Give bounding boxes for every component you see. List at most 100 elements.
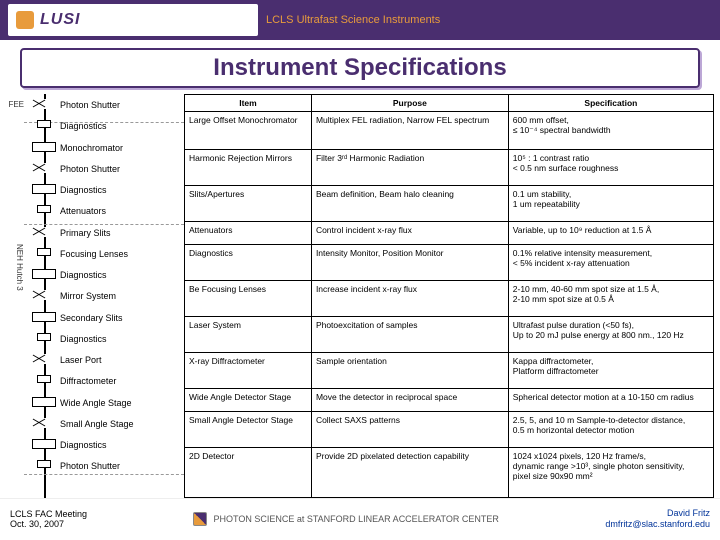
table-row: Small Angle Detector StageCollect SAXS p…: [185, 412, 714, 448]
content-area: FEE NEH Hutch 3 Photon Shutter Diagnostic…: [0, 94, 720, 498]
component-symbol-icon: [32, 312, 56, 322]
component-symbol-icon: [32, 397, 56, 407]
table-cell: Photoexcitation of samples: [311, 317, 508, 353]
table-row: DiagnosticsIntensity Monitor, Position M…: [185, 244, 714, 280]
component-symbol-icon: [37, 333, 51, 341]
page-title: Instrument Specifications: [22, 54, 698, 82]
table-row: X-ray DiffractometerSample orientationKa…: [185, 353, 714, 389]
spec-table: Item Purpose Specification Large Offset …: [184, 94, 714, 498]
component-label: Diagnostics: [60, 440, 107, 450]
component-label: Photon Shutter: [60, 100, 120, 110]
component-symbol-icon: [37, 460, 51, 468]
table-cell: Laser System: [185, 317, 312, 353]
table-cell: Move the detector in reciprocal space: [311, 389, 508, 412]
rail-fee-label: FEE: [8, 100, 24, 109]
component-label: Attenuators: [60, 206, 106, 216]
table-cell: 1024 x1024 pixels, 120 Hz frame/s, dynam…: [508, 448, 713, 498]
table-cell: Filter 3ʳᵈ Harmonic Radiation: [311, 149, 508, 185]
col-purpose: Purpose: [311, 95, 508, 112]
footer-center-text: PHOTON SCIENCE at STANFORD LINEAR ACCELE…: [213, 514, 498, 524]
component-symbol-icon: [32, 354, 56, 364]
component-symbol-icon: [32, 418, 56, 428]
table-cell: 2.5, 5, and 10 m Sample-to-detector dist…: [508, 412, 713, 448]
table-cell: 10⁵ : 1 contrast ratio < 0.5 nm surface …: [508, 149, 713, 185]
component-symbol-icon: [32, 290, 56, 300]
dash-line: [24, 474, 184, 475]
component-label: Primary Slits: [60, 228, 111, 238]
component-label: Photon Shutter: [60, 461, 120, 471]
component-label: Focusing Lenses: [60, 249, 128, 259]
table-row: Wide Angle Detector StageMove the detect…: [185, 389, 714, 412]
component-label: Laser Port: [60, 355, 102, 365]
table-cell: Ultrafast pulse duration (<50 fs), Up to…: [508, 317, 713, 353]
component-symbol-icon: [37, 248, 51, 256]
component-symbol-icon: [32, 142, 56, 152]
table-cell: Multiplex FEL radiation, Narrow FEL spec…: [311, 112, 508, 150]
footer-left: LCLS FAC Meeting Oct. 30, 2007: [10, 509, 87, 529]
table-cell: 0.1 um stability, 1 um repeatability: [508, 185, 713, 221]
table-row: Slits/AperturesBeam definition, Beam hal…: [185, 185, 714, 221]
component-symbol-icon: [32, 184, 56, 194]
table-cell: Beam definition, Beam halo cleaning: [311, 185, 508, 221]
component-symbol-icon: [32, 269, 56, 279]
table-cell: Wide Angle Detector Stage: [185, 389, 312, 412]
component-label: Diagnostics: [60, 334, 107, 344]
table-cell: Increase incident x-ray flux: [311, 280, 508, 316]
table-cell: Provide 2D pixelated detection capabilit…: [311, 448, 508, 498]
table-cell: Collect SAXS patterns: [311, 412, 508, 448]
logo-text: LUSI: [40, 11, 80, 29]
component-label: Diagnostics: [60, 121, 107, 131]
table-cell: 0.1% relative intensity measurement, < 5…: [508, 244, 713, 280]
title-box: Instrument Specifications: [20, 48, 700, 88]
table-cell: Large Offset Monochromator: [185, 112, 312, 150]
table-cell: Control incident x-ray flux: [311, 221, 508, 244]
table-body: Large Offset MonochromatorMultiplex FEL …: [185, 112, 714, 498]
table-row: Large Offset MonochromatorMultiplex FEL …: [185, 112, 714, 150]
component-symbol-icon: [32, 439, 56, 449]
component-label: Diagnostics: [60, 185, 107, 195]
component-label: Monochromator: [60, 143, 123, 153]
component-symbol-icon: [32, 163, 56, 173]
logo-band: LUSI: [8, 4, 258, 36]
table-cell: Harmonic Rejection Mirrors: [185, 149, 312, 185]
table-cell: Small Angle Detector Stage: [185, 412, 312, 448]
table-row: Laser SystemPhotoexcitation of samplesUl…: [185, 317, 714, 353]
table-cell: Kappa diffractometer, Platform diffracto…: [508, 353, 713, 389]
component-label: Diagnostics: [60, 270, 107, 280]
component-symbol-icon: [37, 205, 51, 213]
table-cell: Diagnostics: [185, 244, 312, 280]
header-bar: LUSI LCLS Ultrafast Science Instruments: [0, 0, 720, 40]
footer-email: dmfritz@slac.stanford.edu: [605, 519, 710, 530]
component-label: Small Angle Stage: [60, 419, 134, 429]
table-cell: Intensity Monitor, Position Monitor: [311, 244, 508, 280]
footer-center: PHOTON SCIENCE at STANFORD LINEAR ACCELE…: [193, 512, 498, 526]
table-row: 2D DetectorProvide 2D pixelated detectio…: [185, 448, 714, 498]
footer-author: David Fritz: [605, 508, 710, 519]
footer-meeting: LCLS FAC Meeting: [10, 509, 87, 519]
dash-line: [24, 224, 184, 225]
rail-neh-label: NEH Hutch 3: [15, 244, 24, 291]
header-subtitle: LCLS Ultrafast Science Instruments: [266, 14, 440, 26]
table-cell: Variable, up to 10⁹ reduction at 1.5 Å: [508, 221, 713, 244]
table-row: Harmonic Rejection MirrorsFilter 3ʳᵈ Har…: [185, 149, 714, 185]
table-cell: Attenuators: [185, 221, 312, 244]
beamline-diagram: Photon Shutter Diagnostics Monochromator Ph…: [24, 94, 184, 498]
component-symbol-icon: [37, 120, 51, 128]
table-cell: Sample orientation: [311, 353, 508, 389]
table-cell: Slits/Apertures: [185, 185, 312, 221]
component-label: Photon Shutter: [60, 164, 120, 174]
component-label: Diffractometer: [60, 376, 116, 386]
table-row: AttenuatorsControl incident x-ray fluxVa…: [185, 221, 714, 244]
table-cell: X-ray Diffractometer: [185, 353, 312, 389]
component-symbol-icon: [37, 375, 51, 383]
footer-date: Oct. 30, 2007: [10, 519, 87, 529]
table-cell: 2-10 mm, 40-60 mm spot size at 1.5 Å, 2-…: [508, 280, 713, 316]
component-symbol-icon: [32, 227, 56, 237]
table-header-row: Item Purpose Specification: [185, 95, 714, 112]
table-cell: 2D Detector: [185, 448, 312, 498]
footer-right: David Fritz dmfritz@slac.stanford.edu: [605, 508, 710, 530]
table-row: Be Focusing LensesIncrease incident x-ra…: [185, 280, 714, 316]
logo-mark-icon: [16, 11, 34, 29]
component-symbol-icon: [32, 99, 56, 109]
table-cell: 600 mm offset, ≤ 10⁻⁴ spectral bandwidth: [508, 112, 713, 150]
